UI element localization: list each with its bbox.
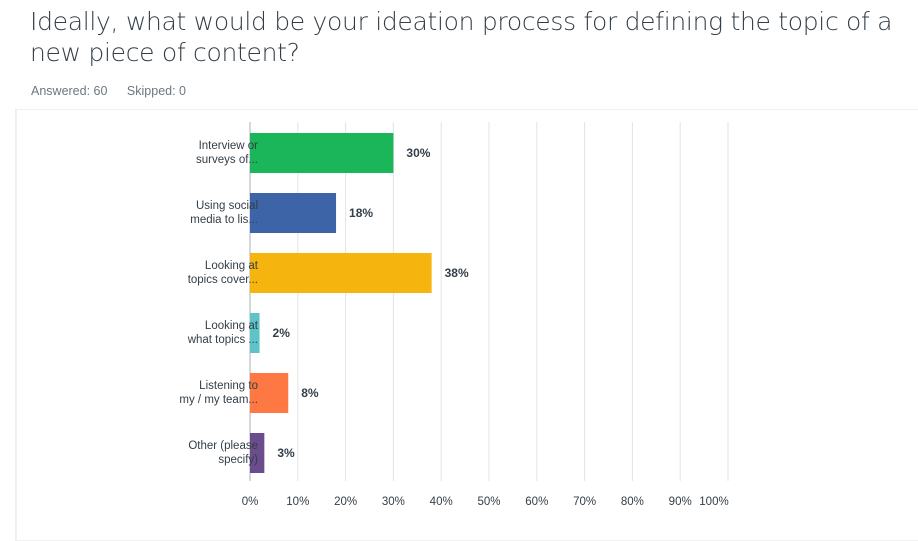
- skipped-count: Skipped: 0: [126, 84, 186, 98]
- x-tick-label: 40%: [430, 496, 453, 508]
- bar: [250, 313, 260, 353]
- chart-panel: 0% 10% 20% 30% 40% 50% 60% 70% 80% 90% 100% 30% 18% 3…: [15, 109, 918, 541]
- category-label-line: my / my team...: [179, 394, 258, 406]
- category-label: Using social media to lis...: [108, 199, 258, 227]
- bar-value-label: 8%: [301, 386, 319, 400]
- x-tick-label: 20%: [334, 496, 357, 508]
- bar: [250, 193, 337, 233]
- category-label: Looking at what topics ...: [108, 319, 258, 347]
- bar-value-label: 3%: [277, 446, 295, 460]
- category-label-line: specify): [218, 454, 258, 466]
- category-label: Other (please specify): [108, 439, 258, 467]
- category-label: Looking at topics cover...: [108, 259, 258, 287]
- bar: [250, 373, 289, 413]
- category-label-line: Looking at: [204, 260, 258, 272]
- category-label-line: what topics ...: [187, 334, 258, 346]
- bar-value-label: 38%: [445, 266, 469, 280]
- x-tick-label: 0%: [242, 496, 259, 508]
- x-tick-label: 60%: [525, 496, 548, 508]
- category-label: Interview or surveys of...: [108, 139, 258, 167]
- category-label-line: surveys of...: [196, 154, 258, 166]
- bar: [250, 253, 432, 293]
- category-label-line: Looking at: [204, 320, 258, 332]
- category-label: Listening to my / my team...: [108, 379, 258, 407]
- x-tick-label: 30%: [382, 496, 405, 508]
- category-label-line: topics cover...: [187, 274, 258, 286]
- bar: [250, 133, 394, 173]
- x-tick-label: 90%: [669, 496, 692, 508]
- category-label-line: media to lis...: [190, 214, 258, 226]
- bar: [250, 433, 265, 473]
- category-label-line: Using social: [196, 200, 258, 212]
- category-label-line: Interview or: [198, 140, 258, 152]
- question-title: Ideally, what would be your ideation pro…: [30, 7, 893, 67]
- x-tick-label: 10%: [286, 496, 309, 508]
- bar-value-label: 2%: [273, 326, 291, 340]
- response-stats: Answered: 60 Skipped: 0: [31, 84, 202, 98]
- bar-value-label: 18%: [349, 206, 373, 220]
- x-tick-label: 50%: [477, 496, 500, 508]
- x-tick-label: 100%: [699, 496, 728, 508]
- bar-chart: 0% 10% 20% 30% 40% 50% 60% 70% 80% 90% 100% 30% 18% 3…: [242, 122, 729, 508]
- x-tick-label: 70%: [573, 496, 596, 508]
- bar-value-label: 30%: [406, 146, 430, 160]
- category-label-line: Other (please: [188, 440, 258, 452]
- category-label-line: Listening to: [199, 380, 258, 392]
- answered-count: Answered: 60: [31, 84, 108, 98]
- x-tick-label: 80%: [621, 496, 644, 508]
